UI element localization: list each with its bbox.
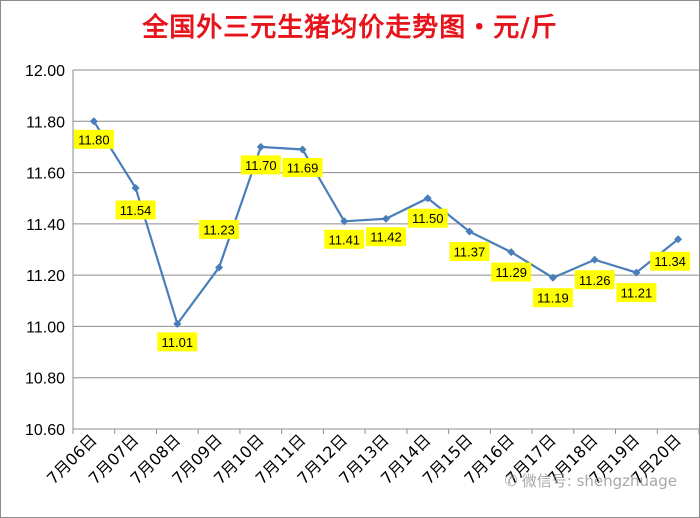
data-point bbox=[632, 268, 641, 277]
data-label-bg bbox=[282, 157, 323, 177]
data-label: 11.50 bbox=[412, 211, 444, 226]
data-label-bg bbox=[650, 251, 691, 271]
data-label-bg bbox=[532, 288, 573, 308]
data-label-bg bbox=[240, 155, 281, 175]
data-point bbox=[256, 142, 265, 151]
data-point bbox=[89, 117, 98, 126]
data-label-bg bbox=[324, 229, 365, 249]
data-label-bg bbox=[115, 200, 156, 220]
chart-title: 全国外三元生猪均价走势图・元/斤 bbox=[142, 13, 558, 43]
data-point bbox=[131, 183, 140, 192]
data-label: 11.23 bbox=[203, 222, 235, 237]
data-point bbox=[298, 145, 307, 154]
data-point bbox=[590, 255, 599, 264]
data-label-bg bbox=[616, 283, 657, 303]
data-label: 11.80 bbox=[78, 132, 110, 147]
data-point bbox=[340, 217, 349, 226]
data-point bbox=[423, 194, 432, 203]
y-tick-label: 10.60 bbox=[25, 422, 65, 439]
data-label: 11.69 bbox=[287, 160, 319, 175]
data-label: 11.41 bbox=[328, 232, 360, 247]
data-label-bg bbox=[449, 242, 490, 262]
data-label-bg bbox=[407, 208, 448, 228]
data-point bbox=[507, 248, 516, 257]
data-point bbox=[465, 227, 474, 236]
wechat-icon: ✆ bbox=[504, 471, 518, 490]
y-tick-label: 11.20 bbox=[26, 268, 65, 285]
y-tick-label: 12.00 bbox=[25, 63, 65, 80]
data-label-bg bbox=[157, 332, 198, 352]
data-point bbox=[548, 273, 557, 282]
data-label: 11.34 bbox=[654, 254, 686, 269]
data-label-bg bbox=[73, 129, 114, 149]
data-label: 11.37 bbox=[454, 245, 486, 260]
data-label: 11.54 bbox=[120, 203, 152, 218]
watermark-text: 微信号: shengzhuage bbox=[521, 472, 677, 490]
data-label-bg bbox=[491, 262, 532, 282]
data-label: 11.26 bbox=[579, 273, 611, 288]
data-label: 11.19 bbox=[537, 291, 569, 306]
data-label-bg bbox=[199, 219, 240, 239]
data-point bbox=[382, 214, 390, 223]
data-label: 11.01 bbox=[162, 335, 194, 350]
y-tick-label: 10.80 bbox=[25, 371, 65, 388]
y-tick-label: 11.80 bbox=[26, 114, 65, 131]
y-tick-label: 11.00 bbox=[26, 319, 65, 336]
data-point bbox=[674, 235, 683, 244]
data-label-bg bbox=[366, 227, 406, 247]
data-label: 11.42 bbox=[370, 230, 402, 245]
data-label: 11.70 bbox=[245, 158, 277, 173]
watermark: ✆ 微信号: shengzhuage bbox=[504, 470, 677, 491]
data-label: 11.21 bbox=[621, 286, 653, 301]
y-tick-label: 11.60 bbox=[26, 166, 65, 183]
data-label-bg bbox=[574, 270, 615, 290]
data-point bbox=[173, 319, 182, 328]
data-label: 11.29 bbox=[495, 265, 527, 280]
data-point bbox=[215, 263, 224, 272]
y-tick-label: 11.40 bbox=[26, 217, 65, 234]
